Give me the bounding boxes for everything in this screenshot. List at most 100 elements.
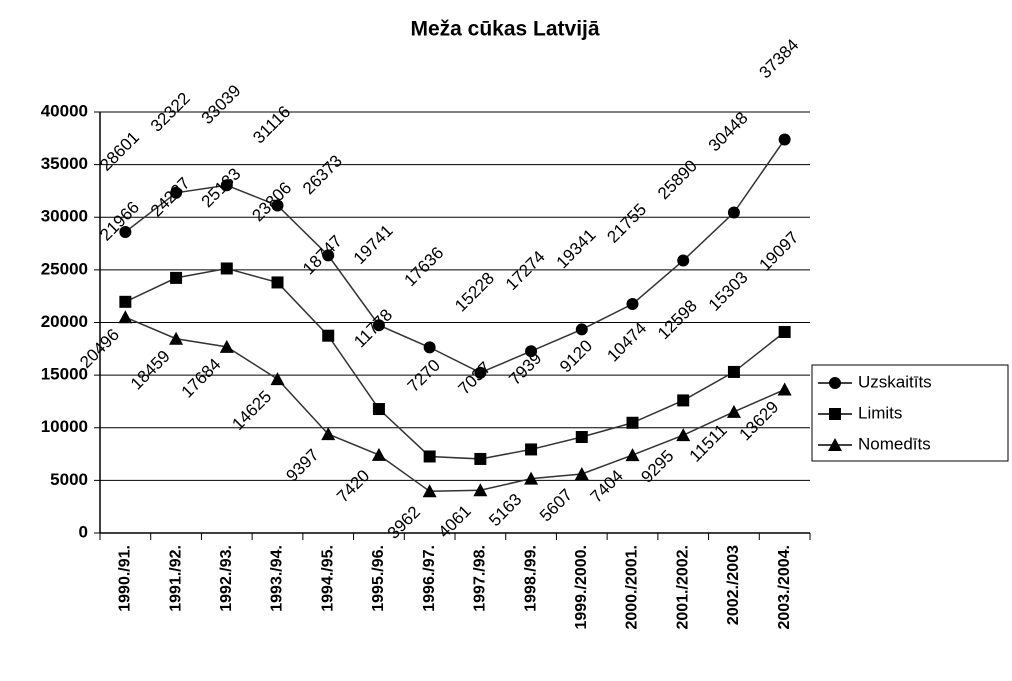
data-label: 25133 [198,164,245,211]
y-tick-label: 35000 [41,154,88,173]
data-label: 23806 [248,178,295,225]
marker [575,323,588,336]
marker [371,447,386,461]
data-label: 21755 [603,200,650,247]
y-tick-label: 30000 [41,207,88,226]
data-label: 37384 [755,35,802,82]
marker [170,271,183,284]
marker [777,382,792,396]
data-label: 25890 [654,156,701,203]
data-label: 15228 [451,269,498,316]
y-tick-label: 15000 [41,365,88,384]
marker [220,262,233,275]
marker [574,466,589,480]
data-label: 7404 [587,466,627,506]
data-label: 9397 [282,445,322,485]
y-tick-label: 0 [79,522,88,541]
data-label: 7420 [333,466,373,506]
data-label: 21966 [96,198,143,245]
y-tick-label: 5000 [50,470,88,489]
x-tick-label: 1990./91. [117,545,134,612]
marker [322,249,335,262]
data-label: 15303 [705,268,752,315]
marker [321,427,336,441]
x-tick-label: 1998./99. [522,545,539,612]
marker [423,341,436,354]
y-tick-label: 40000 [41,101,88,120]
marker [726,404,741,418]
marker [474,366,487,379]
data-label: 26373 [299,151,346,198]
data-label: 17636 [400,243,447,290]
series-line [124,139,786,374]
chart-title: Meža cūkas Latvijā [410,18,599,41]
x-tick-label: 2000./2001. [624,545,641,630]
marker [524,471,539,485]
data-label: 12598 [654,296,701,343]
y-tick-label: 20000 [41,312,88,331]
marker [829,377,841,389]
marker [525,345,538,358]
marker [270,372,285,386]
y-tick-label: 25000 [41,259,88,278]
legend-label: Uzskaitīts [858,372,932,391]
marker [473,483,488,497]
data-label: 33039 [198,81,245,128]
data-label: 19097 [755,228,802,275]
data-label: 17274 [502,247,549,294]
data-label: 24237 [147,174,194,221]
marker [422,484,437,498]
data-label: 5607 [536,485,576,525]
data-label: 14625 [228,387,275,434]
x-tick-label: 1993./94. [269,545,286,612]
data-label: 13629 [735,397,782,444]
x-tick-label: 2001./2002. [674,545,691,630]
marker [118,310,133,324]
y-tick-label: 10000 [41,417,88,436]
marker [474,452,487,465]
marker [170,186,183,199]
marker [372,319,385,332]
data-label: 10474 [603,319,650,366]
marker [626,416,639,429]
data-label: 7939 [505,349,545,389]
data-label: 30448 [705,108,752,155]
data-label: 9120 [556,336,596,376]
marker [677,394,690,407]
marker [676,428,691,442]
marker [119,295,132,308]
x-tick-label: 1991./92. [167,545,184,612]
series-line [125,267,786,460]
marker [220,179,233,192]
marker [626,298,639,311]
x-tick-label: 1995./96. [370,545,387,612]
marker [727,206,740,219]
legend-label: Limits [858,403,902,422]
data-label: 5163 [485,490,525,530]
x-tick-label: 1997./98. [472,545,489,612]
marker [829,408,841,420]
data-label: 7270 [404,356,444,396]
marker [322,329,335,342]
data-label: 7037 [455,358,495,398]
marker [271,199,284,212]
data-label: 28601 [96,128,143,175]
x-tick-label: 1996./97. [421,545,438,612]
marker [525,443,538,456]
marker [575,431,588,444]
marker [119,225,132,238]
x-tick-label: 1994./95. [319,545,336,612]
marker [169,331,184,345]
x-tick-label: 2003./2004. [776,545,793,630]
legend-label: Nomedīts [858,434,931,453]
data-label: 19741 [350,221,397,268]
marker [778,326,791,339]
x-tick-label: 2002./2003 [725,545,742,625]
x-tick-label: 1999./2000. [573,545,590,630]
data-label: 19341 [553,225,600,272]
data-label: 17684 [178,355,225,402]
marker [372,403,385,416]
marker [423,450,436,463]
data-label: 11778 [350,305,396,351]
